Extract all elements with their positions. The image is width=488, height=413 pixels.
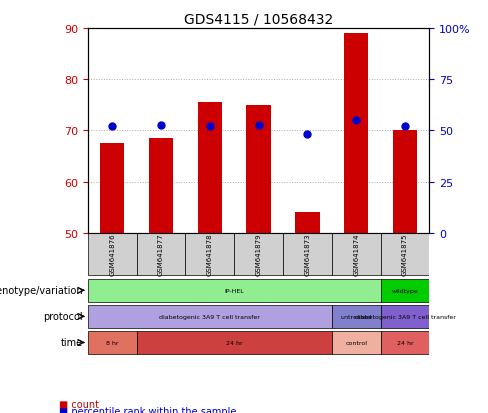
FancyBboxPatch shape [381, 331, 429, 354]
FancyBboxPatch shape [381, 233, 429, 275]
FancyBboxPatch shape [332, 305, 381, 328]
Text: ■ percentile rank within the sample: ■ percentile rank within the sample [59, 406, 236, 413]
Text: 24 hr: 24 hr [226, 340, 243, 345]
Point [401, 124, 409, 131]
FancyBboxPatch shape [234, 233, 283, 275]
Bar [149, 139, 173, 233]
Point [108, 124, 116, 131]
Bar [393, 131, 417, 233]
Text: GSM641875: GSM641875 [402, 233, 408, 275]
Bar [246, 106, 271, 233]
Bar [100, 144, 124, 233]
Text: GSM641878: GSM641878 [207, 233, 213, 275]
Text: untreated: untreated [341, 314, 372, 319]
Text: 8 hr: 8 hr [106, 340, 119, 345]
Point [352, 118, 360, 124]
Text: wildtype: wildtype [392, 288, 418, 293]
Text: time: time [61, 338, 83, 348]
FancyBboxPatch shape [88, 305, 332, 328]
Point [255, 123, 263, 129]
Text: GSM641874: GSM641874 [353, 233, 359, 275]
Title: GDS4115 / 10568432: GDS4115 / 10568432 [184, 12, 333, 26]
Point [157, 123, 165, 129]
Text: GSM641877: GSM641877 [158, 233, 164, 275]
Bar [344, 34, 368, 233]
FancyBboxPatch shape [88, 233, 137, 275]
Point [206, 124, 214, 131]
FancyBboxPatch shape [88, 331, 137, 354]
Text: ■ count: ■ count [59, 399, 99, 409]
FancyBboxPatch shape [332, 233, 381, 275]
Text: 24 hr: 24 hr [397, 340, 413, 345]
FancyBboxPatch shape [137, 331, 332, 354]
FancyBboxPatch shape [381, 305, 429, 328]
Text: control: control [345, 340, 367, 345]
FancyBboxPatch shape [88, 279, 381, 302]
FancyBboxPatch shape [332, 331, 381, 354]
Text: GSM641876: GSM641876 [109, 233, 115, 275]
Text: genotype/variation: genotype/variation [0, 286, 83, 296]
Bar [198, 103, 222, 233]
FancyBboxPatch shape [137, 233, 185, 275]
Point [304, 131, 311, 138]
FancyBboxPatch shape [185, 233, 234, 275]
Bar [295, 213, 320, 233]
FancyBboxPatch shape [283, 233, 332, 275]
Text: GSM641873: GSM641873 [305, 233, 310, 275]
Text: diabetogenic 3A9 T cell transfer: diabetogenic 3A9 T cell transfer [160, 314, 260, 319]
FancyBboxPatch shape [381, 279, 429, 302]
Text: IP-HEL: IP-HEL [224, 288, 244, 293]
Text: protocol: protocol [43, 312, 83, 322]
Text: diabetogenic 3A9 T cell transfer: diabetogenic 3A9 T cell transfer [355, 314, 455, 319]
Text: GSM641879: GSM641879 [256, 233, 262, 275]
